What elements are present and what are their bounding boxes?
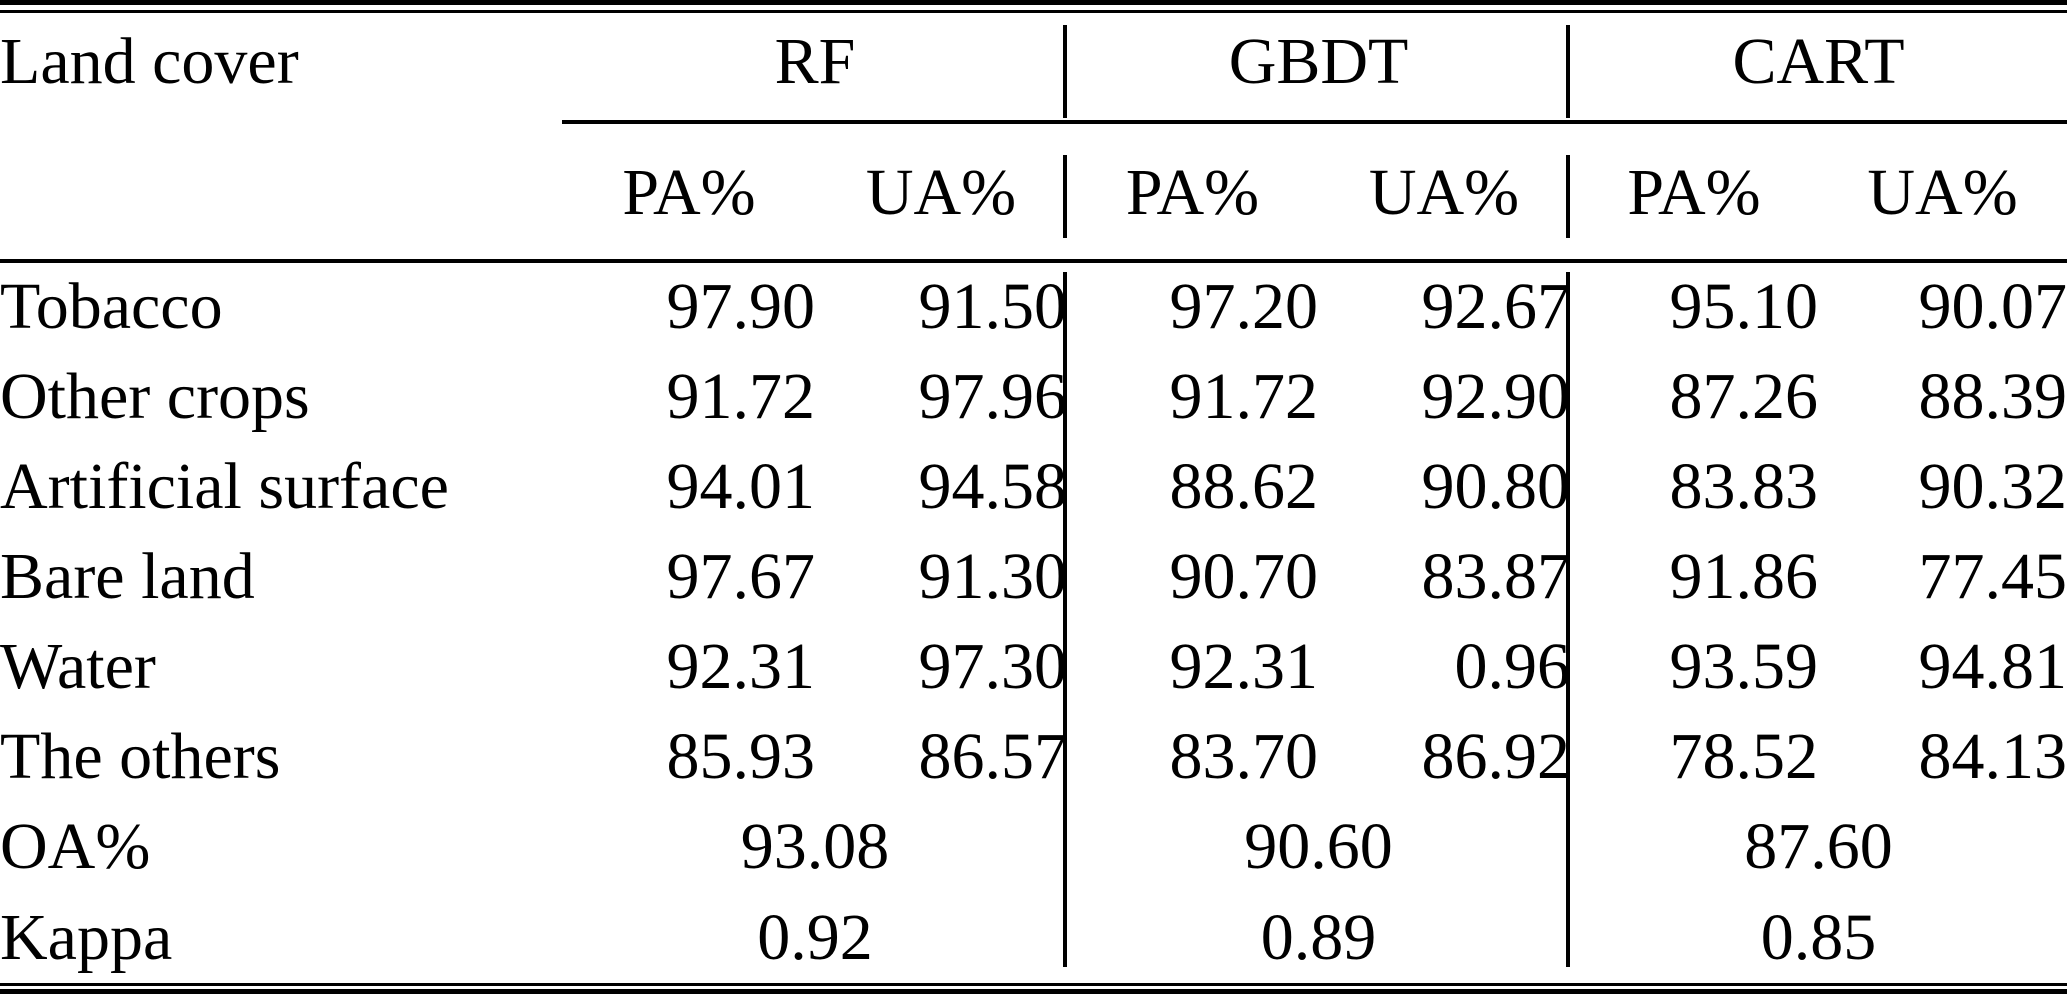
table-row-bare-land: Bare land 97.67 91.30 90.70 83.87 91.86 … [0,532,2067,622]
vertical-separator-gbdt-cart-body [1566,272,1570,967]
value-cell: 90.80 [1421,450,1571,523]
row-label: Kappa [0,901,173,974]
header-partial-rule [562,120,2067,124]
value-cell: 94.81 [1918,630,2067,703]
header-row-groups: Land cover RF GBDT CART [0,0,2067,124]
value-cell: 78.52 [1669,720,1819,793]
value-cell: 93.59 [1669,630,1819,703]
table-row-tobacco: Tobacco 97.90 91.50 97.20 92.67 95.10 90… [0,262,2067,352]
value-cell: 87.26 [1669,360,1819,433]
value-cell: 94.01 [666,450,816,523]
value-cell: 95.10 [1669,270,1819,343]
value-cell: 91.50 [918,270,1068,343]
table-row-water: Water 92.31 97.30 92.31 0.96 93.59 94.81 [0,622,2067,712]
subheader-cart-pa: PA% [1627,156,1761,229]
value-cell: 90.32 [1918,450,2067,523]
value-cell: 94.58 [918,450,1068,523]
kappa-value-cart: 0.85 [1760,901,1877,974]
top-rule-thin [0,10,2067,13]
subheader-gbdt-pa: PA% [1125,156,1260,229]
kappa-value-gbdt: 0.89 [1260,901,1377,974]
header-body-rule [0,259,2067,263]
value-cell: 97.20 [1169,270,1319,343]
value-cell: 90.70 [1169,540,1319,613]
group-header-gbdt: GBDT [1228,25,1409,98]
table-row-other-crops: Other crops 91.72 97.96 91.72 92.90 87.2… [0,352,2067,442]
value-cell: 97.67 [666,540,816,613]
vertical-separator-gbdt-cart-header2 [1566,155,1570,238]
value-cell: 91.30 [918,540,1068,613]
value-cell: 91.86 [1669,540,1819,613]
value-cell: 77.45 [1918,540,2067,613]
row-label: Water [0,630,156,703]
value-cell: 83.83 [1669,450,1819,523]
vertical-separator-rf-gbdt-header1 [1063,25,1067,118]
row-label: Artificial surface [0,450,449,523]
row-label: Tobacco [0,270,223,343]
vertical-separator-rf-gbdt-body [1063,272,1067,967]
value-cell: 92.31 [666,630,816,703]
value-cell: 0.96 [1454,630,1571,703]
table-row-the-others: The others 85.93 86.57 83.70 86.92 78.52… [0,712,2067,802]
value-cell: 91.72 [1169,360,1319,433]
value-cell: 92.90 [1421,360,1571,433]
value-cell: 90.07 [1918,270,2067,343]
empty-corner-cell [0,124,563,262]
value-cell: 97.96 [918,360,1068,433]
row-label: The others [0,720,281,793]
value-cell: 85.93 [666,720,816,793]
header-row-metrics: PA% UA% PA% UA% PA% UA% [0,124,2067,262]
value-cell: 88.62 [1169,450,1319,523]
value-cell: 83.70 [1169,720,1319,793]
kappa-value-rf: 0.92 [757,901,873,974]
value-cell: 83.87 [1421,540,1571,613]
group-header-rf: RF [774,25,856,98]
value-cell: 86.57 [918,720,1068,793]
value-cell: 88.39 [1918,360,2067,433]
subheader-rf-ua: UA% [865,156,1017,229]
value-cell: 91.72 [666,360,816,433]
value-cell: 92.31 [1169,630,1319,703]
top-rule-thick [0,0,2067,5]
value-cell: 92.67 [1421,270,1571,343]
oa-value-cart: 87.60 [1744,810,1893,883]
subheader-rf-pa: PA% [622,156,756,229]
table-row-kappa: Kappa 0.92 0.89 0.85 [0,892,2067,984]
value-cell: 84.13 [1918,720,2067,793]
oa-value-rf: 93.08 [740,810,890,883]
subheader-cart-ua: UA% [1867,156,2018,229]
row-header-label: Land cover [0,25,299,98]
table-row-overall-accuracy: OA% 93.08 90.60 87.60 [0,802,2067,892]
row-label: Other crops [0,360,310,433]
vertical-separator-rf-gbdt-header2 [1063,155,1067,238]
group-header-cart: CART [1732,25,1905,98]
table-row-artificial-surface: Artificial surface 94.01 94.58 88.62 90.… [0,442,2067,532]
bottom-rule-thick [0,989,2067,994]
oa-value-gbdt: 90.60 [1244,810,1393,883]
subheader-gbdt-ua: UA% [1368,156,1520,229]
value-cell: 86.92 [1421,720,1571,793]
value-cell: 97.90 [666,270,816,343]
row-label: Bare land [0,540,255,613]
value-cell: 97.30 [918,630,1068,703]
bottom-rule-thin [0,983,2067,986]
vertical-separator-gbdt-cart-header1 [1566,25,1570,118]
row-label: OA% [0,810,151,883]
